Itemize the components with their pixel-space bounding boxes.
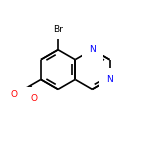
Text: O: O: [11, 90, 18, 99]
Text: N: N: [106, 75, 113, 84]
Text: O: O: [31, 94, 38, 103]
Text: Br: Br: [53, 25, 63, 35]
Text: N: N: [89, 45, 96, 54]
